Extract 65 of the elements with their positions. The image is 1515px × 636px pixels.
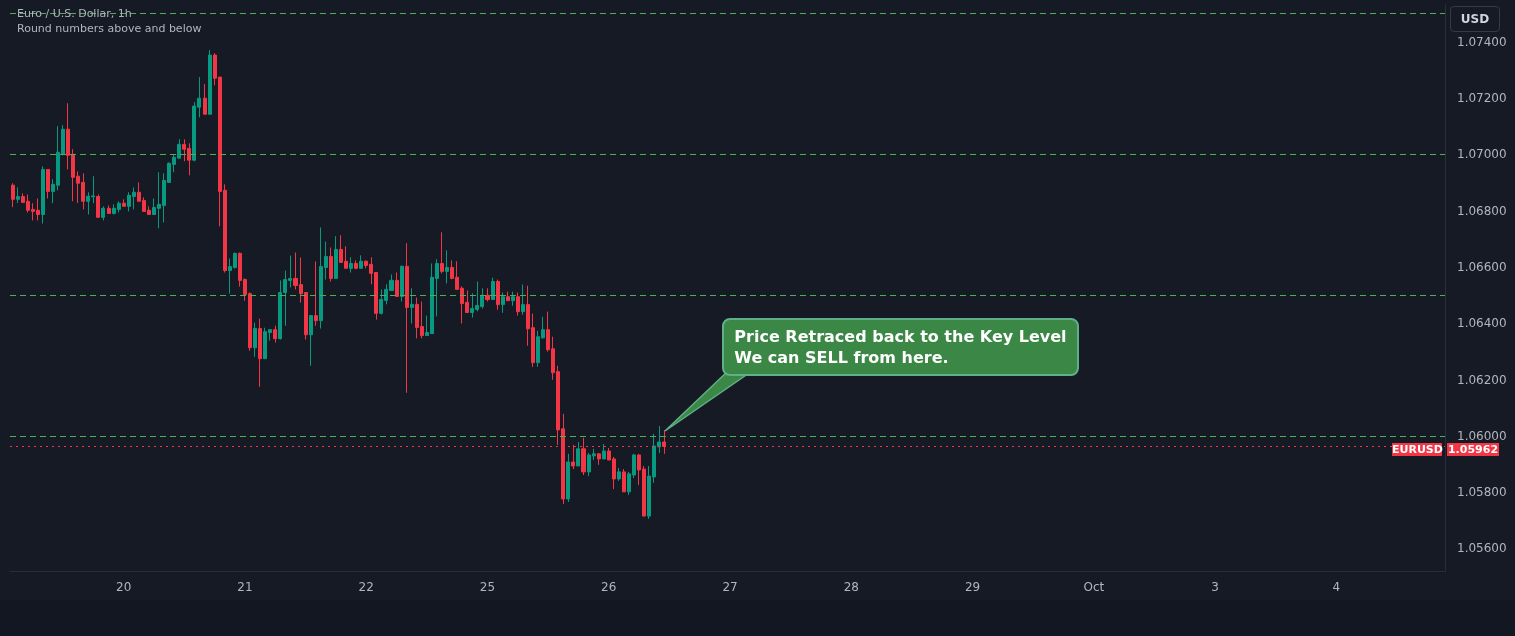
candlestick bbox=[309, 315, 313, 367]
candlestick bbox=[511, 291, 515, 307]
candlestick bbox=[16, 186, 20, 204]
candlestick bbox=[258, 318, 262, 388]
candlestick bbox=[576, 441, 580, 467]
x-tick-label: Oct bbox=[1083, 580, 1105, 594]
y-tick-label: 1.05600 bbox=[1457, 541, 1507, 556]
x-tick-label: 4 bbox=[1332, 580, 1341, 594]
y-tick-label: 1.07200 bbox=[1457, 90, 1507, 105]
x-tick-label: 28 bbox=[843, 580, 859, 594]
candlestick bbox=[11, 182, 15, 208]
candlestick bbox=[602, 443, 606, 460]
candlestick bbox=[597, 452, 601, 466]
y-tick-label: 1.07000 bbox=[1457, 147, 1507, 162]
text: 1.05962 bbox=[1447, 442, 1499, 456]
annotation: Price Retraced back to the Key Level We can SELL from here. bbox=[734, 326, 1067, 367]
x-tick-label: 26 bbox=[601, 580, 617, 594]
candlestick bbox=[329, 246, 333, 283]
candlestick bbox=[617, 467, 621, 482]
candlestick bbox=[208, 49, 212, 115]
candlestick bbox=[496, 279, 500, 311]
y-tick-label: 1.05800 bbox=[1457, 485, 1507, 500]
candlestick bbox=[410, 287, 414, 324]
y-tick-label: 1.06800 bbox=[1457, 203, 1507, 218]
candlestick bbox=[359, 254, 363, 269]
y-tick-label: 1.07400 bbox=[1457, 34, 1507, 49]
text: Round numbers above and below bbox=[17, 22, 202, 35]
candlestick bbox=[405, 242, 409, 394]
y-tick-label: 1.06200 bbox=[1457, 372, 1507, 387]
candlestick bbox=[395, 272, 399, 297]
text: USD bbox=[1450, 6, 1500, 32]
candlestick bbox=[334, 235, 338, 279]
candlestick bbox=[273, 325, 277, 344]
y-tick-label: 1.06400 bbox=[1457, 316, 1507, 331]
x-tick-label: 21 bbox=[237, 580, 253, 594]
x-tick-label: 25 bbox=[479, 580, 496, 594]
candlestick bbox=[622, 468, 626, 493]
candlestick bbox=[41, 165, 45, 225]
candlestick bbox=[445, 249, 449, 284]
candlestick bbox=[253, 322, 257, 358]
y-tick-label: 1.06600 bbox=[1457, 259, 1507, 274]
x-tick-label: 22 bbox=[358, 580, 374, 594]
candlestick bbox=[203, 83, 207, 115]
x-tick-label: 3 bbox=[1211, 580, 1219, 594]
candlestick bbox=[349, 256, 353, 274]
candlestick bbox=[485, 287, 490, 303]
candlestick bbox=[440, 231, 444, 274]
candlestick bbox=[122, 198, 126, 207]
candlestick bbox=[101, 205, 105, 221]
candlestick bbox=[566, 453, 570, 503]
candlestick bbox=[521, 284, 525, 316]
candlestick bbox=[46, 168, 50, 199]
x-tick-label: 27 bbox=[722, 580, 738, 594]
candlestick bbox=[354, 259, 358, 270]
candlestick bbox=[107, 204, 111, 214]
x-tick-label: 20 bbox=[116, 580, 132, 594]
candlestick bbox=[501, 292, 505, 314]
candlestick bbox=[314, 261, 318, 327]
candlestick bbox=[516, 292, 520, 317]
candlestick bbox=[506, 291, 510, 302]
candlestick bbox=[491, 277, 495, 301]
x-tick-label: 29 bbox=[964, 580, 981, 594]
candlestick bbox=[400, 264, 404, 303]
y-tick-label: 1.06000 bbox=[1457, 428, 1507, 443]
candlestick bbox=[96, 194, 100, 218]
